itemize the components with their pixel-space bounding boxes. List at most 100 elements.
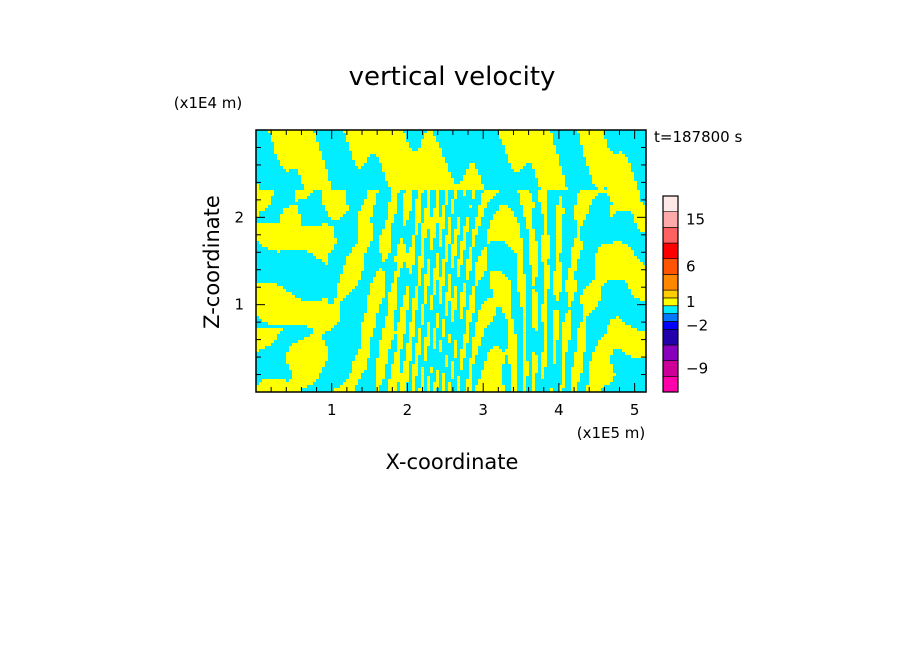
heatmap-cell <box>436 265 439 268</box>
heatmap-cell <box>256 337 277 340</box>
heatmap-cell <box>523 325 526 328</box>
heatmap-cell <box>376 367 385 370</box>
heatmap-cell <box>412 310 415 313</box>
heatmap-cell <box>376 154 442 157</box>
heatmap-cell <box>442 211 445 214</box>
heatmap-cell <box>328 214 343 217</box>
heatmap-cell <box>589 370 613 373</box>
heatmap-cell <box>574 361 583 364</box>
heatmap-cell <box>592 355 610 358</box>
heatmap-cell <box>592 352 613 355</box>
heatmap-cell <box>418 277 421 280</box>
heatmap-cell <box>445 364 448 367</box>
heatmap-cell <box>541 235 550 238</box>
heatmap-cell <box>358 226 373 229</box>
heatmap-cell <box>469 367 472 370</box>
heatmap-cell <box>478 214 484 217</box>
heatmap-cell <box>358 211 373 214</box>
heatmap-cell <box>406 292 409 295</box>
heatmap-cell <box>511 385 517 388</box>
heatmap-cell <box>466 331 469 334</box>
heatmap-cell <box>343 268 364 271</box>
heatmap-cell <box>439 346 442 349</box>
heatmap-cell <box>568 292 574 295</box>
heatmap-cell <box>532 292 538 295</box>
heatmap-cell <box>571 250 580 253</box>
heatmap-cell <box>532 163 559 166</box>
heatmap-cell <box>256 295 295 298</box>
heatmap-cell <box>379 346 391 349</box>
heatmap-cell <box>568 274 574 277</box>
heatmap-cell <box>412 385 415 388</box>
heatmap-cell <box>571 265 577 268</box>
heatmap-cell <box>541 241 550 244</box>
heatmap-cell <box>433 385 439 388</box>
heatmap-cell <box>637 226 646 229</box>
heatmap-cell <box>424 358 427 361</box>
heatmap-cell <box>460 355 466 358</box>
heatmap-cell <box>454 346 457 349</box>
heatmap-cell <box>445 355 448 358</box>
heatmap-cell <box>568 301 571 304</box>
heatmap-cell <box>478 316 493 319</box>
heatmap-cell <box>418 280 421 283</box>
heatmap-cell <box>562 340 568 343</box>
heatmap-cell <box>457 226 460 229</box>
heatmap-cell <box>433 286 436 289</box>
heatmap-cell <box>523 331 526 334</box>
heatmap-cell <box>610 214 613 217</box>
heatmap-cell <box>475 280 478 283</box>
heatmap-cell <box>379 352 388 355</box>
heatmap-cell <box>451 376 454 379</box>
heatmap-cell <box>346 259 364 262</box>
heatmap-cell <box>532 316 538 319</box>
heatmap-cell <box>583 292 601 295</box>
heatmap-cell <box>544 232 547 235</box>
heatmap-cell <box>556 208 565 211</box>
heatmap-cell <box>529 241 538 244</box>
heatmap-cell <box>289 346 328 349</box>
heatmap-cell <box>454 286 457 289</box>
heatmap-cell <box>469 304 475 307</box>
heatmap-cell <box>466 169 478 172</box>
heatmap-cell <box>445 298 457 301</box>
heatmap-cell <box>469 370 472 373</box>
heatmap-cell <box>556 247 562 250</box>
heatmap-cell <box>544 262 547 265</box>
heatmap-cell <box>451 202 454 205</box>
heatmap-cell <box>583 307 595 310</box>
heatmap-cell <box>544 337 547 340</box>
heatmap-cell <box>412 241 415 244</box>
heatmap-cell <box>271 133 316 136</box>
heatmap-cell <box>460 367 463 370</box>
heatmap-cell <box>298 172 328 175</box>
heatmap-cell <box>562 373 565 376</box>
heatmap-cell <box>337 292 349 295</box>
heatmap-cell <box>334 301 340 304</box>
heatmap-cell <box>556 298 559 301</box>
heatmap-cell <box>541 319 547 322</box>
heatmap-cell <box>424 211 430 214</box>
heatmap-cell <box>544 283 550 286</box>
heatmap-cell <box>544 298 547 301</box>
heatmap-cell <box>337 283 358 286</box>
heatmap-cell <box>595 265 646 268</box>
heatmap-cell <box>385 178 454 181</box>
heatmap-cell <box>421 373 424 376</box>
heatmap-cell <box>556 265 562 268</box>
heatmap-cell <box>544 268 550 271</box>
heatmap-cell <box>259 316 340 319</box>
heatmap-cell <box>538 199 547 202</box>
heatmap-cell <box>460 298 466 301</box>
heatmap-cell <box>454 241 457 244</box>
heatmap-cell <box>532 274 538 277</box>
heatmap-cell <box>439 229 442 232</box>
heatmap-cell <box>295 199 298 202</box>
heatmap-cell <box>352 157 367 160</box>
heatmap-cell <box>529 253 538 256</box>
heatmap-cell <box>592 181 637 184</box>
heatmap-cell <box>427 262 430 265</box>
heatmap-cell <box>376 274 385 277</box>
heatmap-cell <box>343 265 364 268</box>
heatmap-cell <box>409 331 415 334</box>
